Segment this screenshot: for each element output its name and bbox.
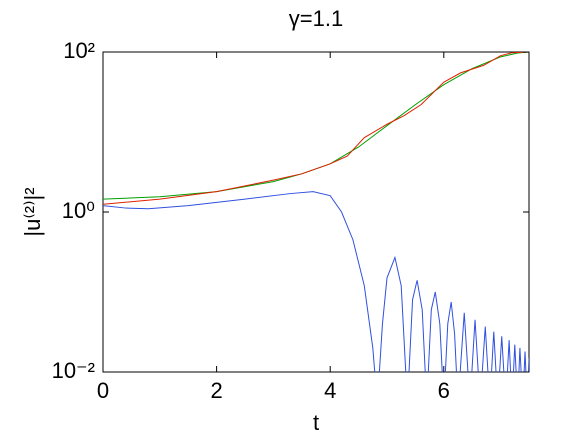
y-tick-label: 10² (63, 38, 95, 63)
y-tick-label: 10⁻² (52, 358, 95, 383)
chart-title: γ=1.1 (289, 6, 343, 31)
series-line (103, 52, 529, 205)
series-line (103, 191, 529, 372)
x-tick-label: 4 (324, 378, 336, 403)
x-axis-label: t (313, 410, 319, 435)
x-tick-label: 0 (97, 378, 109, 403)
y-axis-label: |u⁽²⁾|² (20, 187, 45, 236)
y-tick-label: 10⁰ (62, 198, 95, 223)
series-line (103, 52, 529, 200)
x-tick-label: 2 (210, 378, 222, 403)
x-tick-label: 6 (438, 378, 450, 403)
